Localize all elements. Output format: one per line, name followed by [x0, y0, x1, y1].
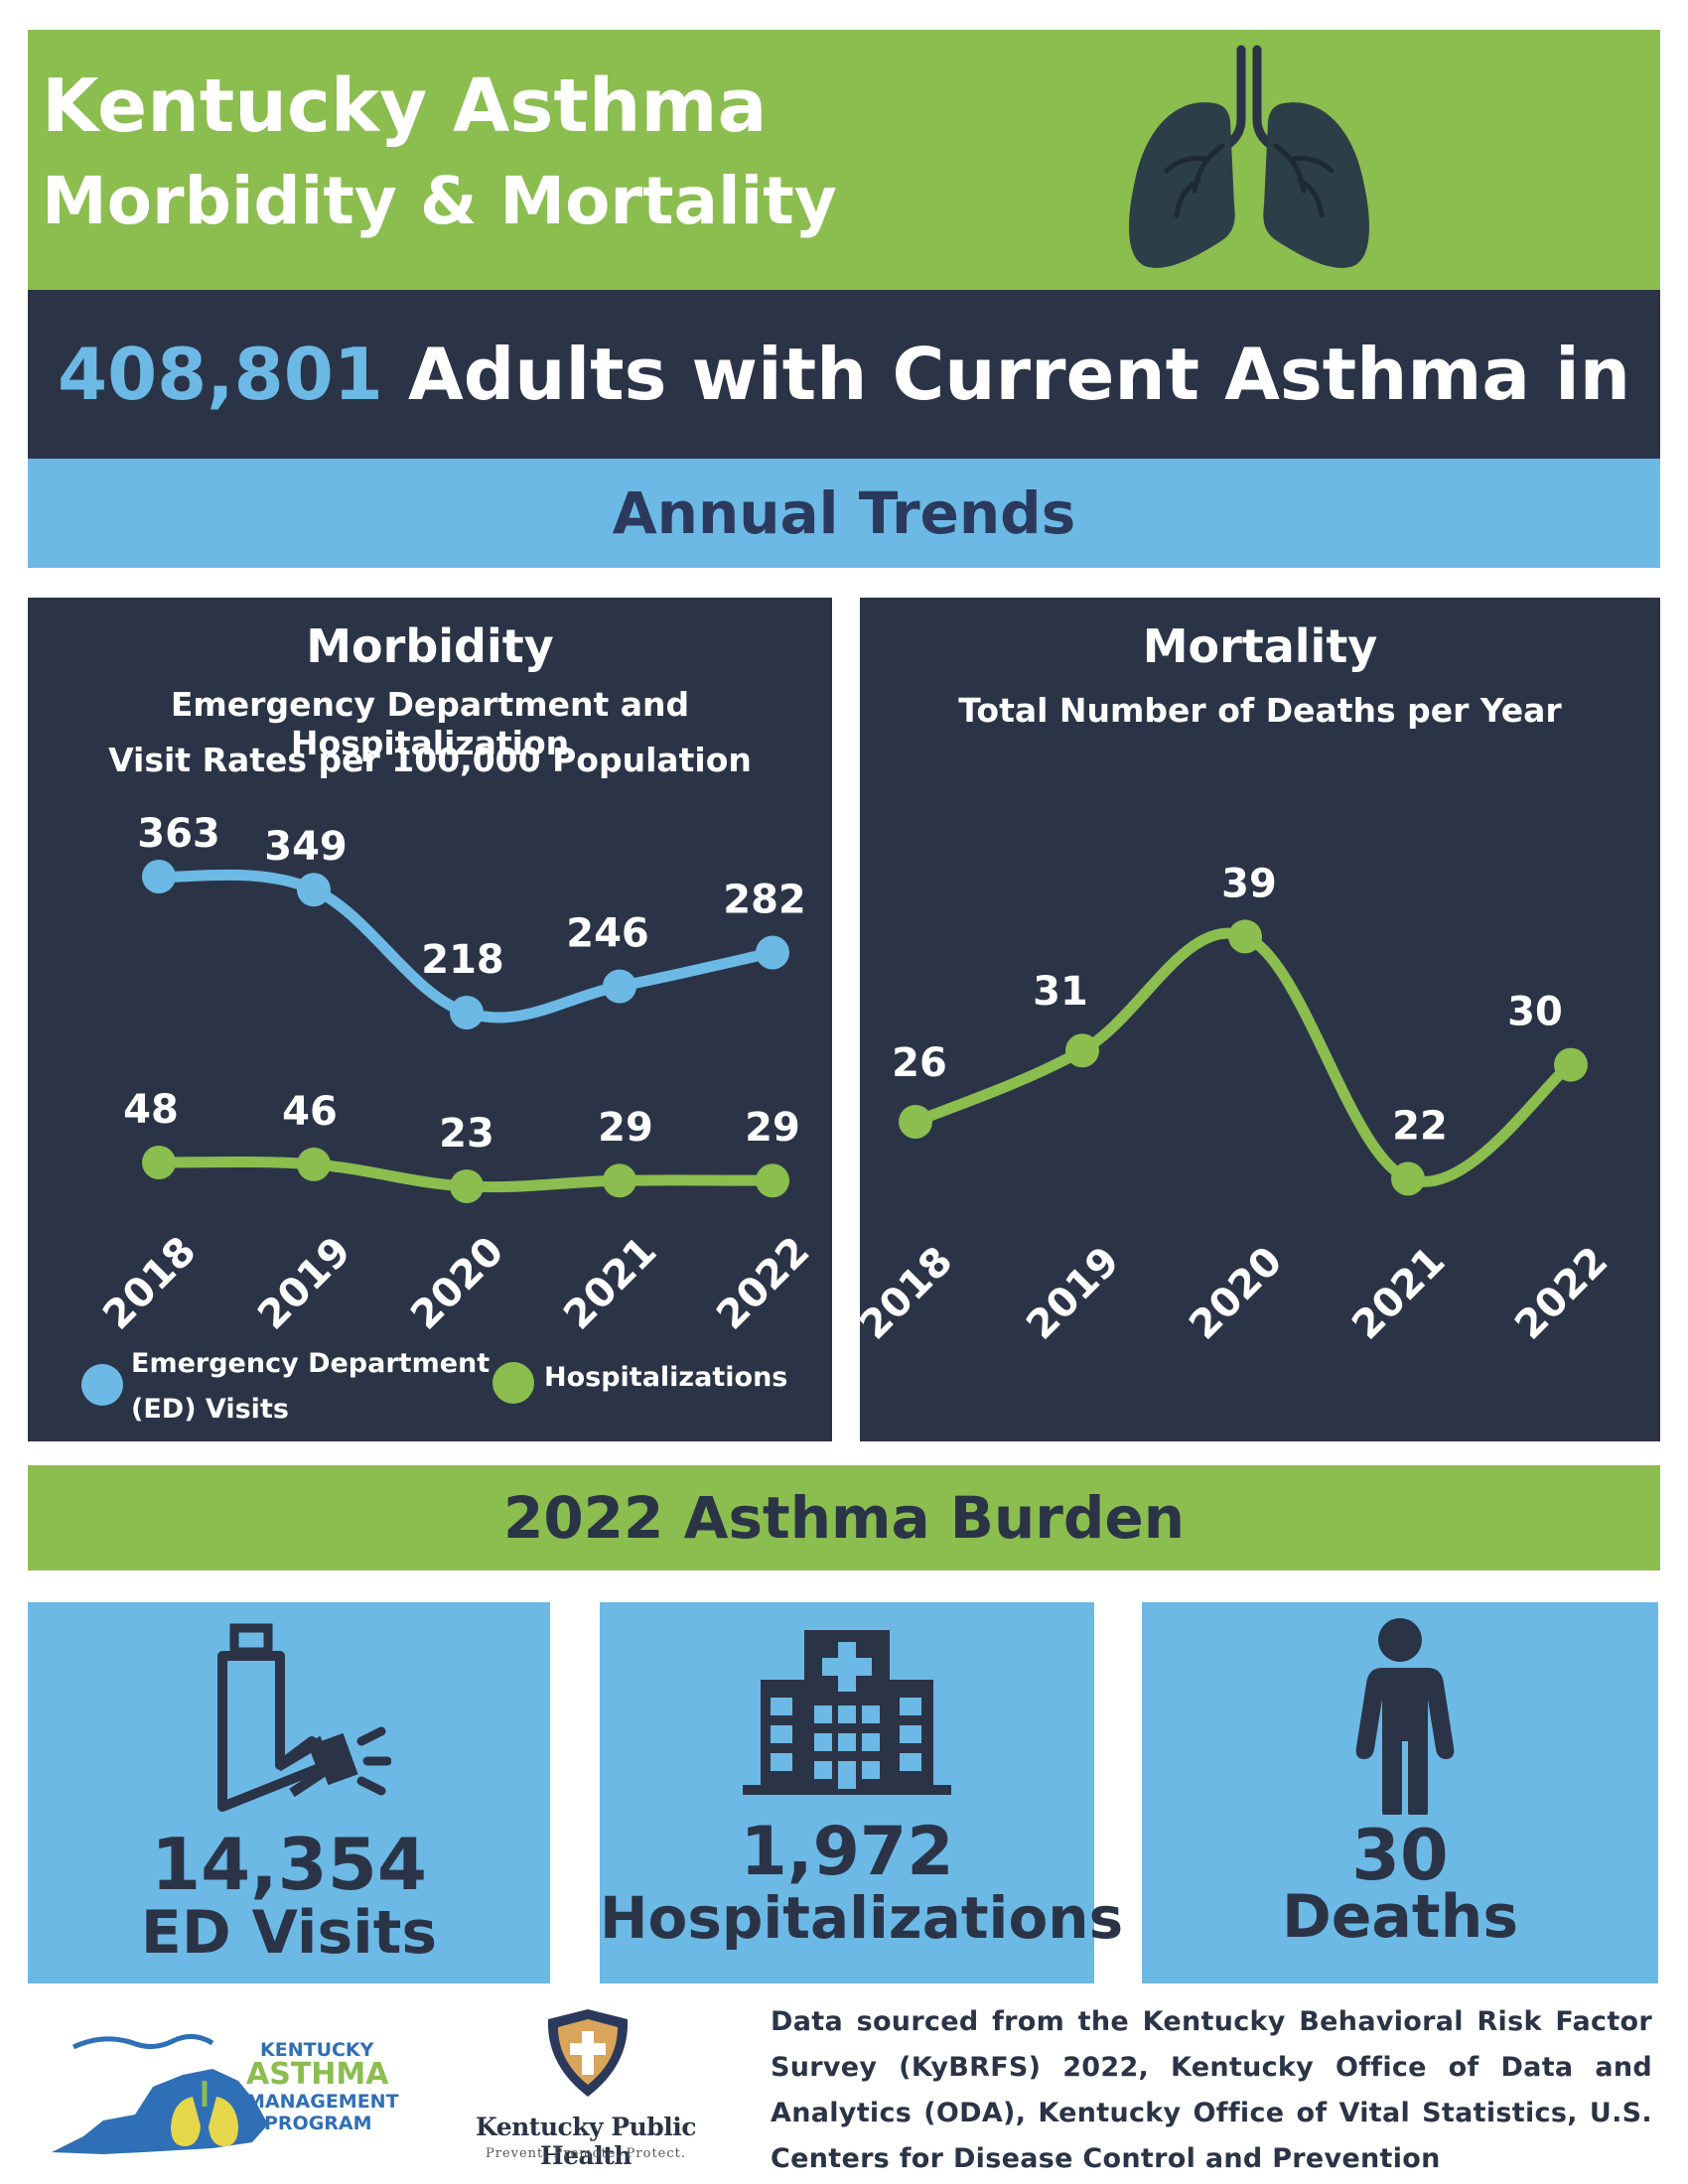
ed-series-value-label: 349 [264, 824, 348, 870]
legend-ed-marker [81, 1364, 123, 1406]
hosp-series-point [297, 1147, 331, 1181]
hosp-series-point [450, 1169, 484, 1203]
morbidity-chart: 363 349 218 246 282 48 46 23 29 29 2018 2019 2020 202… [94, 811, 818, 1338]
kentucky-map-icon [52, 2034, 268, 2154]
ed-series-value-label: 218 [421, 937, 504, 983]
ed-visits-label: ED Visits [140, 1898, 438, 1968]
x-tick-label: 2018 [94, 1228, 205, 1338]
deaths-series-point [1228, 919, 1262, 954]
mortality-subtitle: Total Number of Deaths per Year [958, 691, 1562, 730]
page-subtitle: Morbidity & Mortality [42, 163, 837, 239]
ed-series-point [450, 996, 484, 1029]
shield-icon [547, 2009, 629, 2097]
ed-series-point [297, 873, 331, 907]
deaths-series-value-label: 22 [1392, 1103, 1448, 1149]
data-source-note: Data sourced from the Kentucky Behaviora… [771, 2006, 1652, 2174]
deaths-series-point [1554, 1047, 1588, 1082]
hosp-series-value-label: 48 [123, 1087, 179, 1133]
ed-series-point [142, 860, 176, 893]
hosp-series-value-label: 29 [598, 1105, 653, 1151]
deaths-series-value-label: 26 [892, 1040, 947, 1086]
x-tick-label: 2022 [708, 1228, 818, 1338]
kentucky-public-health-logo: Kentucky Public Health Prevent. Promote.… [437, 2005, 735, 2174]
x-tick-label: 2022 [1506, 1238, 1617, 1348]
mortality-title: Mortality [1142, 619, 1378, 673]
ed-visits-card: 14,354 ED Visits [28, 1602, 550, 1983]
x-tick-label: 2019 [249, 1228, 359, 1338]
mortality-panel: Mortality Total Number of Deaths per Yea… [860, 598, 1660, 1441]
hosp-series-value-label: 29 [745, 1105, 800, 1151]
kph-tagline: Prevent. Promote. Protect. [485, 2146, 687, 2161]
deaths-series-point [899, 1105, 932, 1139]
ed-series-value-label: 282 [723, 878, 806, 923]
deaths-series-point [1065, 1033, 1099, 1068]
hosp-series-point [603, 1163, 636, 1198]
x-tick-label: 2021 [555, 1228, 665, 1338]
inhaler-icon [217, 1623, 391, 1812]
morbidity-subtitle-2: Visit Rates per 100,000 Population [108, 741, 752, 779]
x-tick-label: 2019 [1018, 1238, 1128, 1348]
morbidity-title: Morbidity [306, 619, 554, 673]
person-icon [1355, 1618, 1455, 1815]
hosp-series-point [756, 1163, 789, 1198]
ed-visits-value: 14,354 [151, 1823, 427, 1906]
deaths-series-point [1391, 1161, 1425, 1196]
hosp-series-value-label: 46 [282, 1089, 338, 1135]
hosp-series-point [142, 1146, 176, 1179]
kamp-line2: ASTHMA [246, 2057, 389, 2092]
ed-series-value-label: 363 [137, 811, 220, 857]
hospital-icon [743, 1630, 951, 1795]
x-tick-label: 2021 [1343, 1238, 1454, 1348]
deaths-value: 30 [1351, 1815, 1449, 1896]
annual-trends-heading: Annual Trends [28, 459, 1660, 568]
kamp-line1: KENTUCKY [260, 2039, 374, 2061]
adults-asthma-banner: 408,801 Adults with Current Asthma in 20… [28, 290, 1660, 585]
kamp-line3: MANAGEMENT [246, 2091, 399, 2113]
hospitalizations-value: 1,972 [740, 1813, 954, 1891]
legend-hosp-marker [492, 1362, 534, 1404]
x-tick-label: 2020 [1181, 1238, 1291, 1348]
legend-ed-label-2: (ED) Visits [131, 1394, 289, 1425]
x-tick-label: 2018 [860, 1238, 961, 1348]
adults-count: 408,801 [57, 333, 383, 416]
deaths-label: Deaths [1281, 1882, 1519, 1952]
legend-ed-label-1: Emergency Department [131, 1348, 491, 1379]
header-banner: Kentucky Asthma Morbidity & Mortality [28, 30, 1660, 290]
lungs-icon [1129, 45, 1369, 268]
page-title: Kentucky Asthma [42, 64, 768, 149]
morbidity-subtitle-1: Emergency Department and Hospitalization [170, 685, 690, 762]
hospitalizations-label: Hospitalizations [600, 1884, 1124, 1952]
deaths-series-value-label: 39 [1221, 861, 1277, 906]
morbidity-panel: Morbidity Emergency Department and Hospi… [28, 598, 832, 1441]
mortality-chart: 26 31 39 22 30 2018 2019 2020 2021 2022 [860, 861, 1617, 1348]
legend-hosp-label: Hospitalizations [544, 1362, 788, 1393]
hosp-series-value-label: 23 [439, 1111, 494, 1157]
ed-series-point [603, 969, 636, 1004]
kamp-line4: PROGRAM [264, 2113, 372, 2134]
deaths-series-line [910, 927, 1577, 1187]
asthma-burden-heading: 2022 Asthma Burden [28, 1465, 1660, 1570]
deaths-card: 30 Deaths [1142, 1602, 1658, 1983]
kph-name: Kentucky Public Health [476, 2113, 696, 2170]
ed-series-value-label: 246 [566, 911, 649, 957]
ed-series-point [756, 935, 789, 970]
kentucky-asthma-program-logo: KENTUCKY ASTHMA MANAGEMENT PROGRAM [44, 2025, 411, 2174]
x-tick-label: 2020 [402, 1228, 512, 1338]
hospitalizations-card: 1,972 Hospitalizations [600, 1602, 1124, 1983]
deaths-series-value-label: 30 [1507, 990, 1563, 1035]
deaths-series-value-label: 31 [1033, 969, 1088, 1015]
